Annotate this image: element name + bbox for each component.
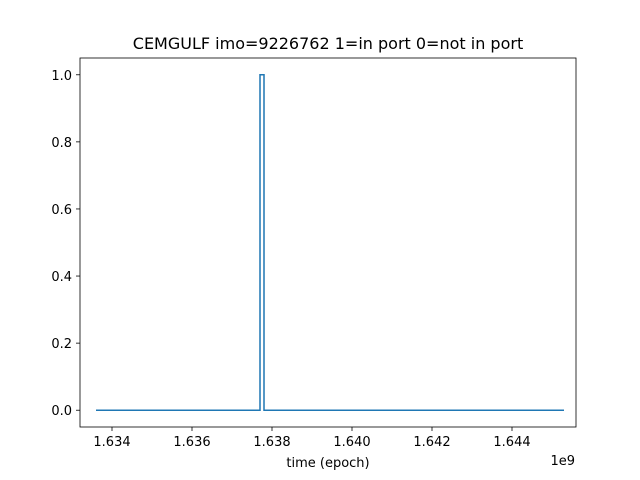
chart-title: CEMGULF imo=9226762 1=in port 0=not in p… [133,34,523,53]
y-tick-label: 0.2 [51,337,72,352]
y-tick-label: 0.0 [51,404,72,419]
axes-frame [79,57,577,428]
y-tick-label: 1.0 [51,69,72,84]
x-tick-label: 1.640 [333,435,370,450]
y-tick-label: 0.6 [51,203,72,218]
x-offset-label: 1e9 [550,454,575,469]
y-tick-label: 0.4 [51,270,72,285]
x-tick-label: 1.634 [93,435,130,450]
x-tick-label: 1.644 [493,435,530,450]
series-line-0 [96,74,564,411]
x-tick-label: 1.642 [413,435,450,450]
y-tick-label: 0.8 [51,136,72,151]
x-tick-label: 1.638 [253,435,290,450]
x-axis-label: time (epoch) [286,456,369,471]
x-tick-label: 1.636 [173,435,210,450]
plot-area: 1.634 1.636 1.638 1.640 1.642 1.644 0.0 0.2 0.4 0… [51,57,577,450]
